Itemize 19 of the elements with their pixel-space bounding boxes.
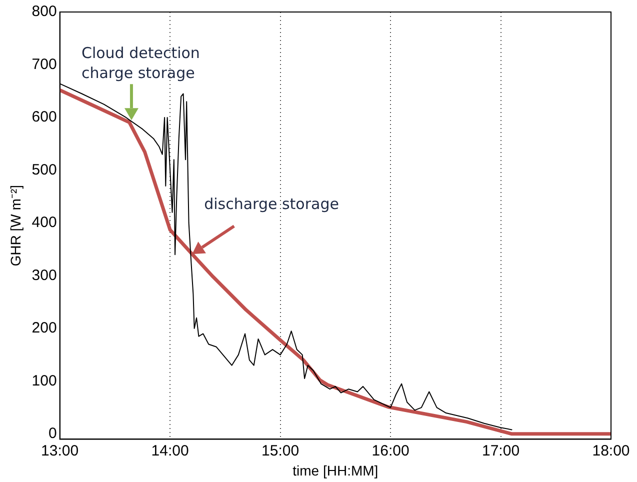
y-tick-label: 600	[32, 108, 57, 126]
x-tick-label: 16:00	[372, 442, 410, 460]
y-tick-label: 500	[32, 161, 57, 178]
y-tick-label: 300	[32, 266, 57, 284]
x-tick-label: 14:00	[151, 442, 189, 460]
x-axis-title: time [HH:MM]	[292, 462, 378, 478]
annotation: Cloud detection charge storage	[81, 44, 200, 82]
y-tick-label: 200	[32, 320, 57, 337]
y-tick-label: 0	[48, 425, 57, 442]
x-tick-label: 13:00	[41, 442, 79, 460]
y-tick-label: 400	[32, 214, 57, 232]
y-tick-label: 800	[32, 3, 57, 20]
y-axis-title: GHR [W m⁻²]	[7, 184, 24, 266]
y-tick-label: 700	[32, 56, 57, 73]
x-tick-label: 18:00	[592, 442, 630, 460]
x-tick-label: 15:00	[262, 442, 300, 460]
x-tick-label: 17:00	[482, 442, 520, 460]
annotation: discharge storage	[204, 195, 339, 214]
y-tick-label: 100	[32, 372, 57, 390]
